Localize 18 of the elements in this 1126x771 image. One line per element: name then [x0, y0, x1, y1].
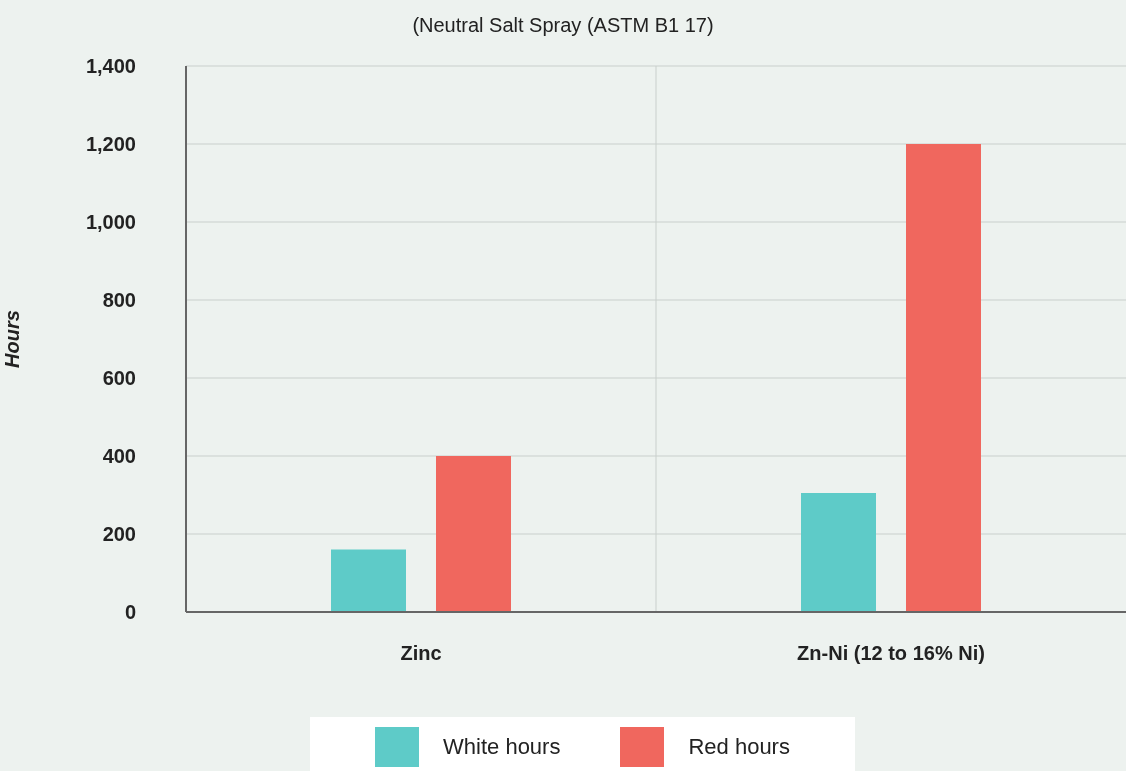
legend-label: White hours — [443, 734, 561, 760]
y-tick-label: 200 — [102, 523, 136, 546]
bar — [801, 493, 876, 612]
y-tick-label: 600 — [102, 367, 136, 390]
y-tick-label: 0 — [124, 601, 136, 624]
legend-label: Red hours — [688, 734, 790, 760]
x-tick-label: Zinc — [400, 642, 442, 665]
y-tick-label: 1,400 — [85, 55, 136, 78]
y-tick-label: 400 — [102, 445, 136, 468]
x-tick-label: Zn-Ni (12 to 16% Ni) — [797, 642, 985, 665]
bar — [331, 549, 406, 612]
bar — [906, 144, 981, 612]
y-axis-title: Hours — [1, 310, 24, 368]
y-tick-label: 1,000 — [85, 211, 136, 234]
chart-title: (Neutral Salt Spray (ASTM B1 17) — [411, 13, 715, 38]
bar — [436, 456, 511, 612]
y-tick-label: 800 — [102, 289, 136, 312]
y-tick-label: 1,200 — [85, 133, 136, 156]
